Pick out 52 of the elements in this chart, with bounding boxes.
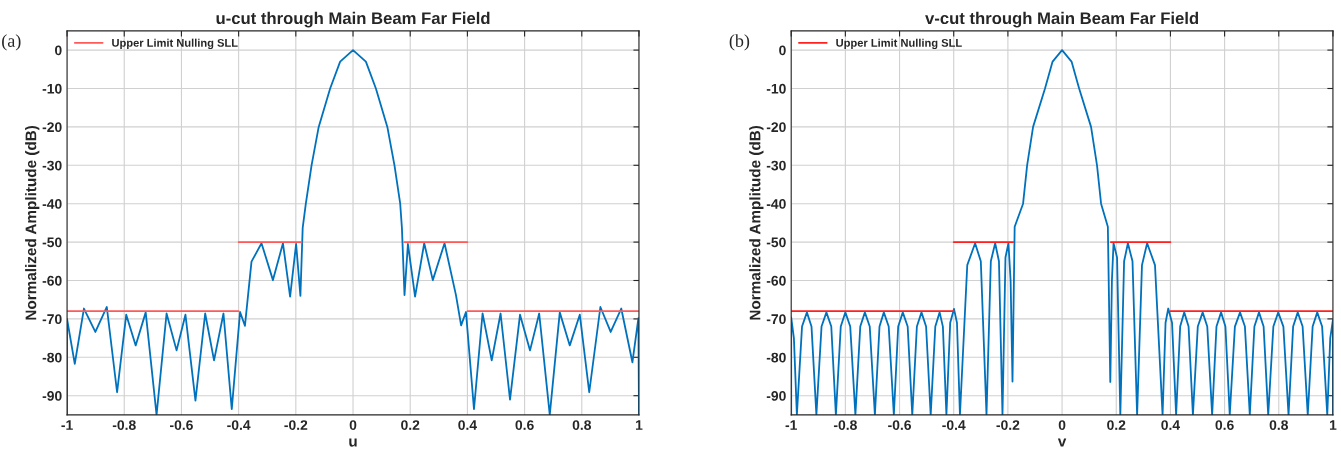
x-tick-label: 0.8 [572,420,592,430]
y-tick-label: -70 [766,314,786,325]
y-tick-label: -10 [42,83,62,94]
x-tick-label: -0.8 [833,420,857,430]
x-tick-label: 0.8 [1269,420,1289,430]
x-tick-label: 0.4 [1161,420,1180,430]
x-tick-label: -0.4 [942,420,966,430]
y-tick-label: -40 [766,199,786,209]
y-tick-label: 0 [779,45,786,56]
text: (a) [2,34,21,51]
chart-title: u-cut through Main Beam Far Field [216,11,490,28]
y-tick-label: -80 [766,352,786,363]
y-tick-label: -90 [766,391,786,401]
x-tick-label: 0.2 [401,420,420,430]
y-tick-label: -50 [766,237,786,248]
x-tick-label: -0.2 [996,420,1020,430]
x-tick-label: 1 [636,420,643,430]
x-axis-title: u [349,438,357,447]
x-tick-label: 0.6 [515,420,534,430]
y-axis-title: Normalized Amplitude (dB) [25,125,40,320]
text: (b) [729,34,750,51]
x-tick-label: -0.6 [888,420,912,430]
y-tick-label: -60 [42,275,62,286]
x-tick-label: -0.2 [284,420,308,430]
x-tick-label: 0.4 [458,420,477,430]
legend-label: Upper Limit Nulling SLL [836,38,962,50]
y-tick-label: -70 [42,314,62,325]
x-tick-label: -0.6 [170,420,193,430]
y-tick-label: -90 [42,391,62,401]
x-tick-label: 0 [349,420,357,430]
x-tick-label: 0.2 [1107,420,1126,430]
y-tick-label: -20 [42,122,62,133]
x-tick-label: 0.6 [1215,420,1234,430]
y-tick-label: -60 [766,275,786,286]
x-tick-label: -1 [785,420,797,430]
chart-title: v-cut through Main Beam Far Field [925,11,1199,28]
x-tick-label: 1 [1329,420,1337,430]
y-tick-label: -80 [42,352,62,363]
y-tick-label: -20 [766,122,786,133]
x-tick-label: 0 [1058,420,1066,430]
x-axis-title: v [1057,438,1067,447]
y-tick-label: -40 [42,199,62,209]
legend-label: Upper Limit Nulling SLL [112,38,238,50]
x-tick-label: -0.8 [112,420,136,430]
y-axis-title: Normalized Amplitude (dB) [749,125,764,320]
x-tick-label: -0.4 [227,420,251,430]
y-tick-label: -50 [42,237,62,248]
y-tick-label: -30 [42,160,62,171]
x-tick-label: -1 [61,420,73,430]
y-tick-label: -10 [766,83,786,94]
y-tick-label: 0 [55,45,62,56]
y-tick-label: -30 [766,160,786,171]
